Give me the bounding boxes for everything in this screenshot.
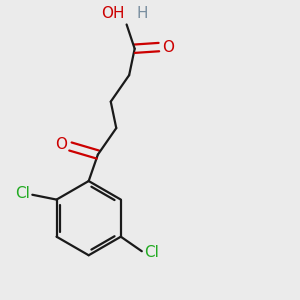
Text: OH: OH xyxy=(101,6,125,21)
Text: H: H xyxy=(137,6,148,21)
Text: O: O xyxy=(162,40,174,55)
Text: O: O xyxy=(55,137,67,152)
Text: Cl: Cl xyxy=(15,186,30,201)
Text: Cl: Cl xyxy=(144,245,159,260)
